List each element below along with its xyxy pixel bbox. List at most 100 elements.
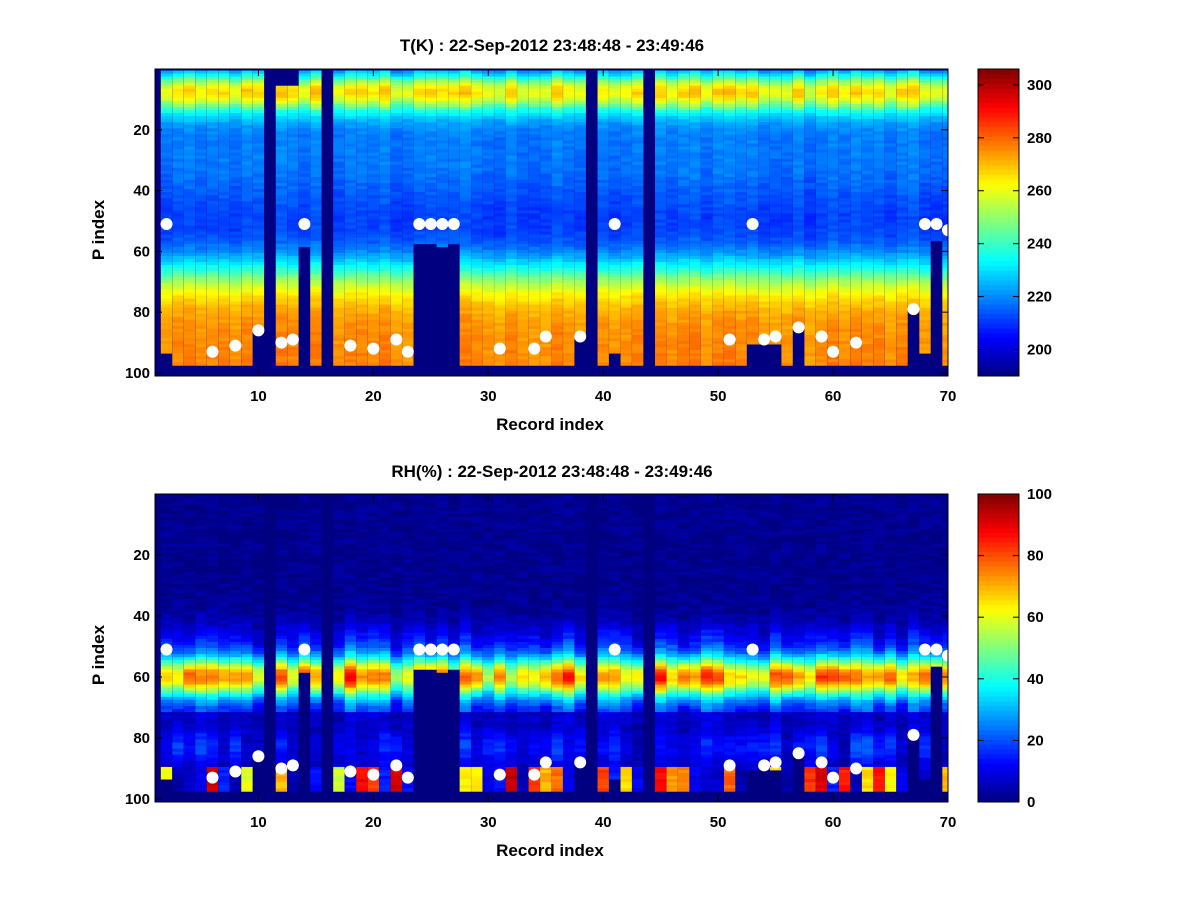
- heatmap-cell: [367, 152, 380, 157]
- heatmap-cell: [723, 134, 736, 138]
- heatmap-cell: [551, 240, 563, 245]
- heatmap-cell: [390, 137, 403, 141]
- heatmap-cell: [229, 198, 242, 202]
- heatmap-cell: [252, 210, 265, 214]
- heatmap-cell: [252, 228, 265, 233]
- heatmap-cell: [678, 131, 690, 135]
- heatmap-cell: [448, 189, 460, 193]
- heatmap-cell: [298, 73, 311, 77]
- heatmap-cell: [425, 237, 437, 242]
- heatmap-cell: [735, 70, 747, 74]
- heatmap-cell: [471, 140, 483, 144]
- heatmap-cell: [241, 179, 253, 184]
- heatmap-cell: [597, 149, 609, 153]
- heatmap-cell: [333, 271, 345, 275]
- heatmap-cell: [700, 347, 713, 351]
- heatmap-cell: [632, 246, 644, 251]
- heatmap-cell: [287, 149, 299, 153]
- heatmap-cell: [229, 252, 242, 257]
- heatmap-cell: [413, 134, 425, 138]
- heatmap-cell: [367, 116, 380, 120]
- heatmap-cell: [666, 110, 678, 114]
- heatmap-cell: [574, 219, 586, 223]
- heatmap-cell: [792, 173, 805, 178]
- heatmap-cell: [517, 338, 529, 342]
- heatmap-cell: [287, 155, 299, 160]
- heatmap-cell: [712, 103, 724, 108]
- heatmap-cell: [241, 155, 253, 160]
- heatmap-cell: [333, 341, 345, 345]
- heatmap-cell: [723, 189, 736, 193]
- heatmap-cell: [310, 161, 322, 166]
- heatmap-cell: [298, 82, 311, 87]
- heatmap-cell: [459, 359, 471, 363]
- heatmap-cell: [678, 91, 690, 96]
- heatmap-cell: [298, 186, 311, 190]
- heatmap-cell: [218, 274, 230, 278]
- heatmap-cell: [712, 262, 724, 266]
- heatmap-cell: [620, 107, 632, 111]
- heatmap-cell: [344, 310, 357, 315]
- heatmap-cell: [551, 219, 563, 223]
- heatmap-cell: [804, 237, 816, 242]
- heatmap-cell: [333, 91, 345, 96]
- heatmap-cell: [712, 225, 724, 229]
- heatmap-cell: [609, 237, 621, 242]
- heatmap-cell: [804, 179, 816, 184]
- heatmap-cell: [528, 277, 540, 281]
- heatmap-cell: [815, 225, 828, 229]
- heatmap-cell: [815, 283, 828, 287]
- heatmap-cell: [700, 252, 713, 257]
- heatmap-cell: [356, 79, 368, 84]
- heatmap-cell: [218, 344, 230, 348]
- heatmap-cell: [551, 116, 563, 120]
- heatmap-cell: [517, 356, 529, 360]
- heatmap-cell: [402, 265, 414, 269]
- heatmap-cell: [723, 131, 736, 135]
- heatmap-cell: [275, 219, 288, 223]
- heatmap-cell: [287, 274, 299, 278]
- heatmap-cell: [218, 292, 230, 296]
- heatmap-cell: [310, 152, 322, 157]
- heatmap-cell: [241, 167, 253, 172]
- heatmap-cell: [528, 70, 540, 74]
- heatmap-cell: [540, 85, 552, 90]
- heatmap-cell: [413, 119, 425, 123]
- heatmap-cell: [310, 280, 322, 284]
- heatmap-cell: [723, 82, 736, 87]
- heatmap-cell: [436, 234, 448, 239]
- heatmap-cell: [632, 116, 644, 120]
- heatmap-cell: [333, 179, 345, 184]
- heatmap-cell: [413, 122, 425, 126]
- heatmap-cell: [563, 143, 575, 147]
- heatmap-cell: [172, 298, 184, 302]
- heatmap-cell: [689, 240, 701, 245]
- heatmap-cell: [402, 271, 414, 275]
- heatmap-cell: [655, 222, 667, 226]
- heatmap-cell: [287, 310, 299, 315]
- heatmap-cell: [678, 319, 690, 324]
- heatmap-cell: [540, 146, 552, 150]
- heatmap-cell: [287, 328, 299, 333]
- heatmap-cell: [655, 350, 667, 354]
- heatmap-cell: [482, 341, 494, 345]
- heatmap-cell: [229, 122, 242, 126]
- heatmap-cell: [815, 179, 828, 184]
- heatmap-cell: [333, 201, 345, 205]
- heatmap-cell: [735, 137, 747, 141]
- heatmap-cell: [746, 313, 759, 318]
- heatmap-cell: [402, 140, 414, 144]
- heatmap-cell: [206, 82, 219, 87]
- heatmap-cell: [494, 258, 506, 263]
- heatmap-cell: [540, 322, 552, 327]
- heatmap-cell: [275, 301, 288, 305]
- heatmap-cell: [712, 119, 724, 123]
- heatmap-cell: [620, 237, 632, 242]
- heatmap-cell: [241, 158, 253, 163]
- heatmap-cell: [723, 179, 736, 184]
- heatmap-cell: [160, 213, 173, 217]
- heatmap-cell: [804, 301, 816, 305]
- heatmap-cell: [528, 219, 540, 223]
- heatmap-cell: [241, 347, 253, 351]
- heatmap-cell: [379, 240, 391, 245]
